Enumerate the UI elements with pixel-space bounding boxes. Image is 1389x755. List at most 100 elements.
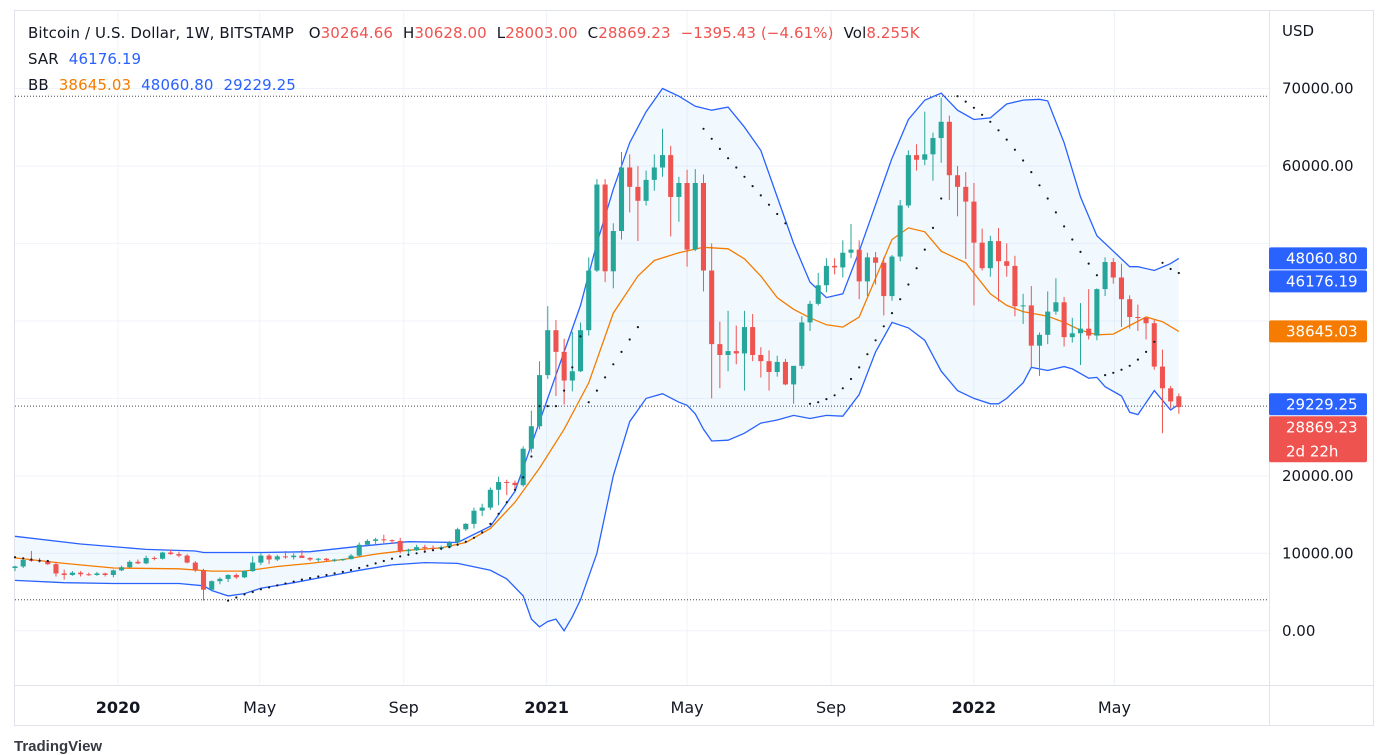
- candle-body: [127, 561, 133, 568]
- sar-dot: [38, 559, 41, 562]
- candle: [684, 169, 690, 267]
- candle: [332, 558, 338, 562]
- candle-body: [225, 574, 231, 579]
- candle: [340, 558, 346, 562]
- candle-body: [53, 564, 59, 574]
- sar-dot: [243, 593, 246, 596]
- candle-body: [1102, 262, 1108, 290]
- sar-dot: [358, 566, 361, 570]
- candle-body: [545, 330, 551, 376]
- sar-dot: [882, 325, 885, 328]
- candle-body: [241, 571, 248, 578]
- sar-dot: [22, 557, 25, 560]
- candle-body: [553, 330, 559, 352]
- sar-dot: [1038, 184, 1041, 187]
- legend-bb-row[interactable]: BB 38645.03 48060.80 29229.25: [28, 76, 296, 94]
- candle-body: [184, 555, 190, 563]
- sar-dot: [448, 546, 451, 549]
- tradingview-logo[interactable]: TradingView: [14, 738, 103, 755]
- candle: [282, 550, 289, 559]
- sar-dot: [13, 556, 17, 559]
- sar-dot: [30, 558, 33, 561]
- sar-dot: [1128, 364, 1131, 367]
- candle: [487, 487, 493, 510]
- candle-body: [512, 482, 518, 486]
- candle: [299, 550, 305, 558]
- candle: [110, 569, 116, 578]
- sar-dot: [923, 248, 926, 251]
- candle: [471, 507, 477, 529]
- candle: [53, 561, 59, 577]
- candle-body: [266, 555, 272, 560]
- candle-body: [569, 371, 575, 381]
- candle-body: [405, 550, 411, 552]
- sar-dot: [227, 599, 230, 602]
- candle: [414, 544, 420, 551]
- candle: [233, 573, 239, 579]
- candle-body: [373, 539, 379, 541]
- candle: [873, 251, 879, 285]
- candle-body: [914, 155, 920, 160]
- candle: [840, 240, 846, 278]
- candle: [250, 556, 256, 572]
- high-label: H: [403, 24, 415, 42]
- sar-dot: [341, 570, 344, 574]
- legend-sar-row[interactable]: SAR 46176.19: [28, 50, 141, 68]
- sar-dot: [407, 553, 410, 556]
- candle-body: [200, 570, 207, 590]
- volume-label: Vol: [843, 24, 867, 42]
- low-value: 28003.00: [505, 24, 578, 42]
- candle: [750, 313, 756, 362]
- symbol-title[interactable]: Bitcoin / U.S. Dollar, 1W, BITSTAMP: [28, 24, 294, 42]
- chart-frame[interactable]: [14, 10, 1374, 726]
- candle: [496, 476, 502, 506]
- candle: [119, 565, 125, 572]
- sar-dot: [546, 405, 549, 408]
- candle: [373, 537, 379, 545]
- bb-basis-value: 38645.03: [58, 76, 132, 94]
- sar-dot: [874, 339, 877, 342]
- sar-dot: [530, 455, 533, 458]
- candle: [938, 97, 944, 163]
- candle: [528, 410, 534, 453]
- candle-body: [561, 351, 567, 381]
- price-badge-bg: [1269, 416, 1367, 463]
- candle: [971, 182, 977, 306]
- candle-body: [1168, 388, 1174, 402]
- price-badge-close: 28869.23 2d 22h: [1269, 416, 1367, 463]
- candle-body: [250, 562, 256, 572]
- candle-body: [750, 327, 756, 355]
- candle: [897, 200, 903, 262]
- candle: [561, 338, 567, 405]
- candle-body: [1045, 311, 1051, 335]
- high-value: 30628.00: [414, 24, 487, 42]
- sar-dot: [235, 596, 238, 599]
- time-tick-label: May: [1098, 698, 1131, 717]
- candle: [143, 555, 149, 565]
- candle: [569, 331, 575, 392]
- candle: [1028, 286, 1034, 368]
- candle-body: [20, 559, 26, 567]
- candle-body: [258, 555, 264, 563]
- price-badge-bb-basis: 38645.03: [1269, 320, 1367, 343]
- price-tick-label: 0.00: [1282, 622, 1315, 640]
- candle: [659, 128, 666, 177]
- candle: [979, 228, 985, 271]
- candle: [537, 361, 543, 430]
- candle-body: [881, 262, 887, 297]
- candle: [1036, 332, 1043, 376]
- sar-dot: [1054, 211, 1057, 214]
- candle-body: [397, 540, 403, 551]
- grid-layer: [15, 11, 1269, 685]
- sar-dot: [1071, 238, 1074, 241]
- sar-dot: [751, 185, 754, 188]
- candle-body: [692, 182, 698, 250]
- candle-body: [758, 354, 764, 362]
- candle: [889, 255, 895, 301]
- candle: [1127, 295, 1133, 329]
- candle-body: [963, 186, 969, 202]
- sar-dot: [915, 267, 918, 270]
- candle-body: [86, 574, 92, 576]
- candle: [651, 154, 657, 191]
